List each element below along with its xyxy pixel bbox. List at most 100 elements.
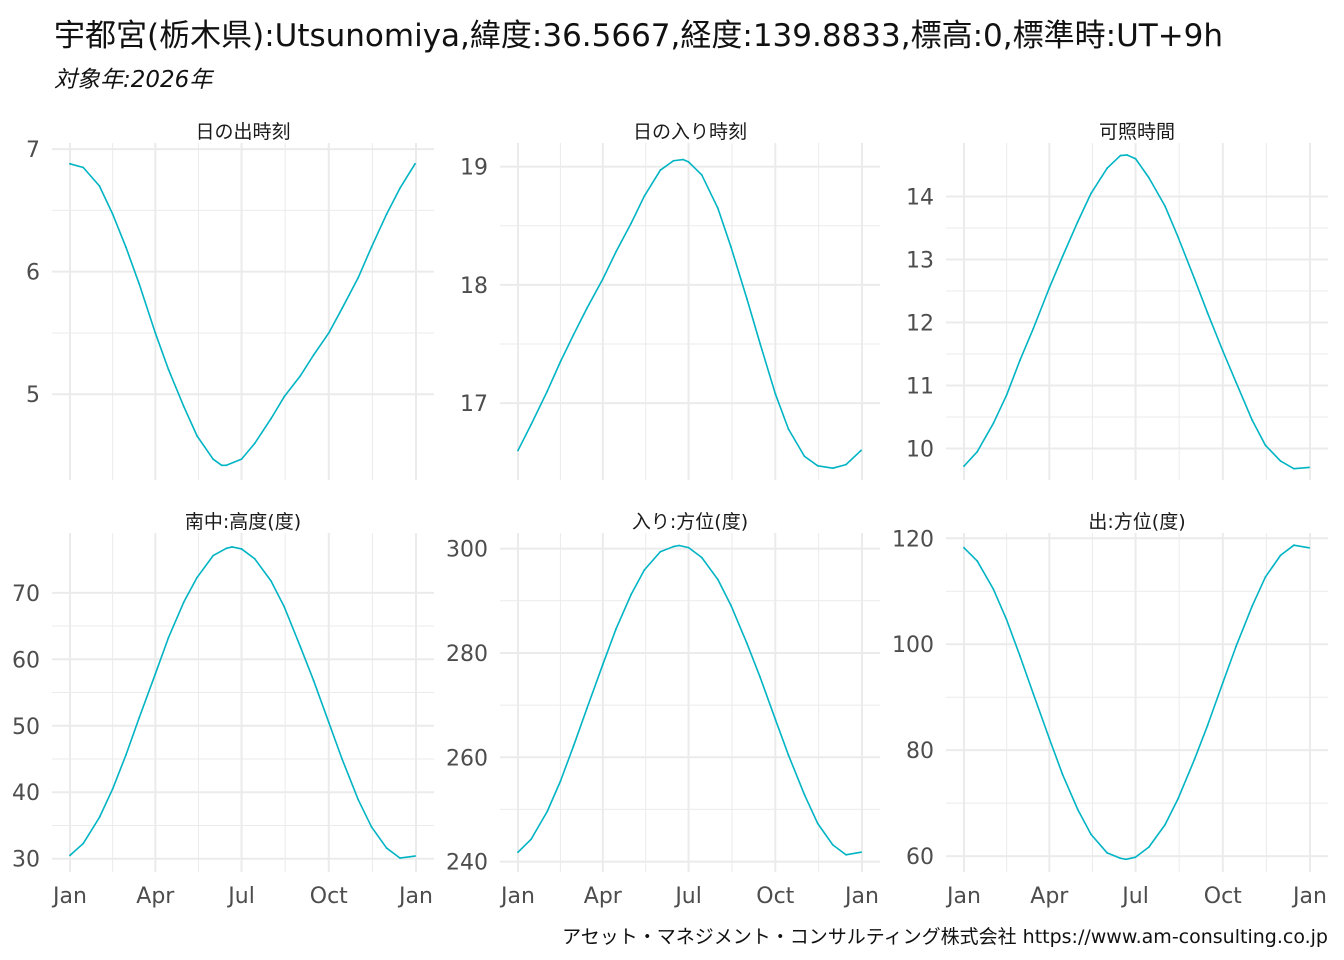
data-point [220,464,223,467]
data-point [138,716,141,719]
data-point [182,405,185,408]
data-point [1061,773,1064,776]
data-point [1264,444,1267,447]
data-point [559,780,562,783]
data-point [69,162,71,165]
data-point [1308,546,1310,549]
data-point [845,853,847,856]
data-point [976,560,979,562]
data-point [615,250,617,253]
data-point [1019,359,1021,362]
data-point [787,754,790,757]
data-point [1292,544,1295,547]
y-tick-label: 120 [892,527,934,552]
x-tick-label: Apr [1030,884,1069,909]
x-tick-label: Jan [843,884,879,909]
y-tick-label: 30 [12,848,40,873]
data-point [546,390,549,393]
data-point [1308,466,1310,469]
data-point [1147,176,1150,179]
x-tick-label: Jan [397,884,433,909]
data-point [860,449,862,452]
data-point [1134,157,1137,160]
y-tick-label: 280 [446,642,488,667]
data-point [196,576,198,579]
data-point [1292,467,1295,470]
data-point [1221,349,1224,352]
data-point [69,854,71,857]
data-point [659,169,662,172]
y-tick-label: 300 [446,538,488,563]
data-point [167,636,170,639]
data-point [312,679,315,682]
data-point [240,548,243,550]
x-tick-label: Jul [226,884,255,909]
data-point [659,550,662,553]
data-point [231,546,233,548]
x-tick-label: Jan [1291,884,1327,909]
data-point [992,588,995,591]
x-tick-label: Oct [1204,884,1242,909]
x-tick-label: Jul [673,884,702,909]
data-point [385,213,388,215]
data-point [1251,419,1254,422]
data-point [672,545,675,548]
data-point [270,579,272,582]
y-tick-label: 5 [26,383,40,408]
data-point [225,547,228,550]
data-point [1076,220,1079,223]
data-point [1048,286,1051,289]
series-line [69,163,416,467]
data-point [1193,758,1196,761]
data-point [1119,154,1122,157]
data-point [615,628,617,630]
data-point [816,822,819,825]
data-point [517,449,519,452]
y-tick-label: 17 [460,392,488,417]
data-point [1032,692,1035,695]
series-line [963,154,1310,470]
x-tick-label: Apr [136,884,175,909]
facet-label: 南中:高度(度) [185,511,301,533]
data-point [283,395,286,398]
data-point [1106,167,1109,170]
data-point [398,857,401,859]
y-tick-label: 6 [26,261,40,286]
data-point [1279,460,1282,463]
data-point [687,546,690,549]
data-point [1106,852,1109,854]
y-tick-label: 12 [906,312,934,337]
data-point [963,546,965,549]
data-point [98,816,101,819]
data-point [138,283,141,285]
data-point [992,422,995,425]
data-point [253,558,256,560]
data-point [196,434,198,437]
data-point [716,578,719,581]
data-point [1048,737,1051,740]
data-point [1090,192,1092,195]
y-tick-label: 13 [906,249,934,274]
y-tick-label: 100 [892,633,934,658]
data-point [630,593,632,596]
data-point [167,368,170,371]
facet-label: 入り:方位(度) [632,511,748,533]
data-point [816,464,819,467]
data-point [1279,554,1282,557]
data-point [643,569,646,571]
data-point [154,332,157,334]
data-point [82,166,85,169]
x-tick-label: Jan [945,884,981,909]
data-point [1221,682,1224,684]
series-line [69,546,416,859]
chart-title: 宇都宮(栃木県):Utsunomiya,緯度:36.5667,経度:139.88… [54,18,1224,54]
y-tick-label: 50 [12,715,40,740]
y-tick-label: 260 [446,746,488,771]
data-point [1264,576,1267,578]
y-tick-label: 240 [446,851,488,876]
data-point [312,354,315,356]
data-point [1164,205,1166,207]
data-point [414,855,416,857]
data-point [1251,605,1254,607]
